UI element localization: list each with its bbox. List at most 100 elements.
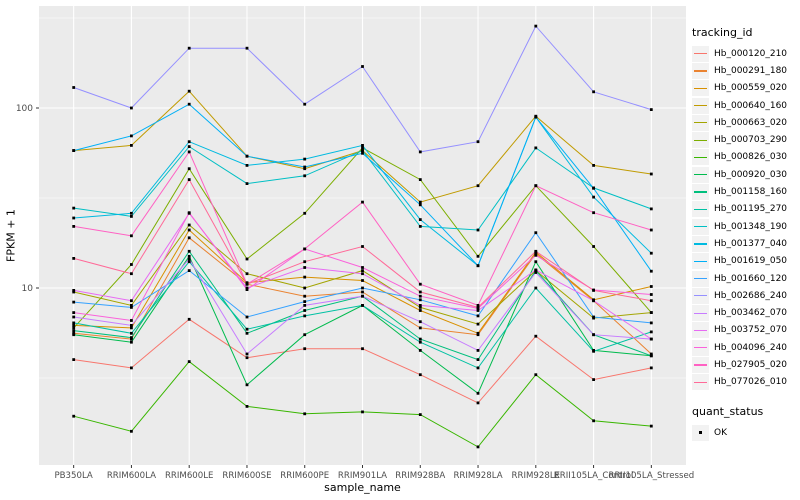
data-point: [245, 164, 249, 167]
data-point: [418, 294, 422, 298]
data-point: [361, 304, 364, 307]
x-tick-label: RRIM901LA: [338, 471, 387, 481]
data-point: [130, 326, 133, 330]
data-point: [187, 102, 191, 106]
data-point: [418, 320, 422, 324]
legend-key-line: [694, 104, 707, 107]
data-point: [187, 89, 191, 93]
x-tick-label: RRIM600SE: [222, 471, 271, 481]
data-point: [245, 282, 249, 286]
data-point: [649, 269, 653, 273]
data-point: [592, 299, 595, 303]
data-point: [303, 167, 307, 171]
data-point: [592, 245, 595, 248]
data-point: [303, 314, 307, 318]
legend-item: Hb_000559_020: [692, 80, 798, 97]
data-point: [303, 286, 307, 290]
data-point: [592, 333, 595, 337]
data-point: [72, 315, 76, 319]
legend-item: Hb_003462_070: [692, 304, 798, 322]
legend-key-line: [694, 156, 707, 159]
x-tick-label: RRIM928LA: [453, 471, 502, 481]
data-point: [649, 251, 653, 255]
data-point: [130, 324, 133, 327]
x-tick-label: RRIM600LE: [165, 471, 214, 481]
legend-key-swatch: [692, 97, 709, 114]
data-point: [361, 272, 364, 276]
data-point: [476, 401, 480, 405]
data-point: [245, 281, 249, 285]
data-point: [361, 144, 364, 147]
data-point: [592, 315, 595, 319]
data-point: [418, 225, 422, 228]
data-point: [476, 445, 480, 449]
data-point: [649, 108, 653, 111]
data-point: [476, 264, 480, 268]
legend-key-swatch: [692, 270, 709, 287]
data-point: [130, 134, 133, 138]
data-point: [72, 311, 76, 314]
legend-key-line: [694, 53, 707, 55]
data-point: [245, 182, 249, 185]
data-point: [361, 294, 364, 298]
black-square-point-icon: [698, 430, 703, 435]
legend-key-line: [694, 70, 707, 72]
data-point: [534, 249, 538, 253]
legend-item: Hb_000920_030: [692, 166, 798, 183]
legend-item: Hb_001660_120: [692, 270, 798, 287]
data-point: [476, 228, 480, 232]
legend-item: Hb_001195_270: [692, 201, 798, 218]
data-point: [418, 337, 422, 341]
legend-item-label: Hb_001619_050: [714, 256, 788, 267]
data-point: [303, 211, 307, 215]
data-point: [649, 293, 653, 296]
data-point: [592, 195, 595, 199]
data-point: [130, 299, 133, 303]
data-point: [418, 150, 422, 154]
data-point: [303, 347, 307, 351]
data-point: [534, 231, 538, 235]
data-point: [649, 228, 653, 232]
data-point: [245, 257, 249, 261]
data-point: [418, 413, 422, 416]
legend-key-line: [694, 87, 707, 89]
legend-item-label: Hb_001158_160: [714, 187, 788, 198]
legend-item-label: Hb_002686_240: [714, 290, 788, 301]
data-point: [361, 149, 364, 152]
data-point: [476, 314, 480, 318]
data-point: [245, 383, 249, 387]
legend-key-swatch: [692, 62, 709, 79]
data-point: [361, 290, 364, 294]
data-point: [303, 412, 307, 416]
data-point: [361, 279, 364, 282]
legend-item-label: Hb_001660_120: [714, 273, 788, 284]
data-point: [303, 266, 307, 269]
x-tick-label: RRIM600PE: [280, 471, 329, 481]
data-point: [187, 46, 191, 50]
data-point: [649, 337, 653, 341]
data-point: [534, 24, 538, 28]
x-tick-label: RRIM928LE: [512, 471, 561, 481]
legend-item: Hb_000291_180: [692, 62, 798, 79]
data-point: [130, 272, 133, 276]
quant-status-item-label: OK: [714, 427, 727, 438]
legend-item-label: Hb_077026_010: [714, 377, 788, 388]
data-point: [534, 146, 538, 150]
data-point: [418, 373, 422, 377]
legend-key-line: [694, 260, 707, 262]
data-point: [187, 360, 191, 363]
data-point: [476, 322, 480, 326]
data-point: [534, 334, 538, 338]
data-point: [534, 373, 538, 377]
y-tick-label: 10: [22, 284, 34, 294]
legend-key-line: [694, 243, 707, 245]
data-point: [187, 211, 191, 215]
data-point: [130, 306, 133, 309]
data-point: [649, 321, 653, 325]
legend-key-swatch: [692, 114, 709, 131]
legend-item-label: Hb_000703_290: [714, 135, 788, 146]
data-point: [303, 275, 307, 279]
data-point: [130, 144, 133, 147]
data-point: [130, 263, 133, 266]
quant-status-legend: quant_status OK: [692, 405, 798, 441]
